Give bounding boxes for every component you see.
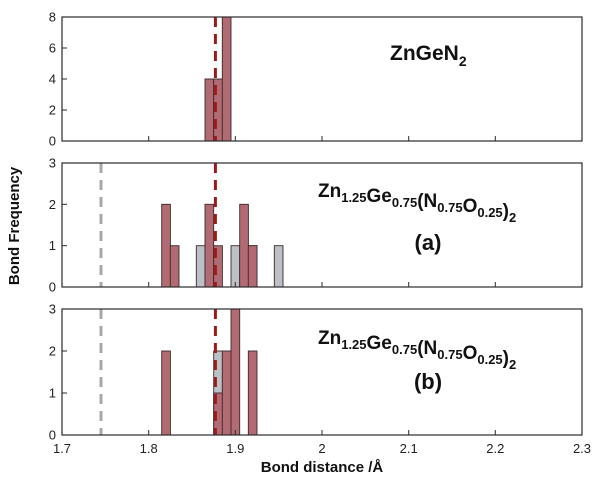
y-tick-label-top-2: 4 xyxy=(49,72,56,87)
panel-frame-top xyxy=(61,16,583,142)
panel-label-b: (b) xyxy=(414,369,442,394)
panel-a: 0 1 2 3 Zn1.25Ge0.75(N0.75O0.25)2 (a) xyxy=(49,156,583,295)
bar-a-secondary-1.86 xyxy=(195,245,206,288)
bar-a-main-1.83 xyxy=(169,245,180,288)
y-tick-label-a-1: 1 xyxy=(49,238,56,253)
x-tick-label-6: 2.3 xyxy=(573,441,591,456)
y-tick-label-b-3: 3 xyxy=(49,302,56,317)
bar-a-main-1.92 xyxy=(247,245,258,288)
panels-layer: 0 2 4 6 8 ZnGeN2 0 1 2 3 Zn1.25Ge0.75(N0.75O0.25)2… xyxy=(49,10,591,457)
panel-label-a: (a) xyxy=(415,230,442,255)
bar-b-main-1.92 xyxy=(247,350,258,436)
y-axis-title: Bond Frequency xyxy=(6,166,23,285)
panel-title-top: ZnGeN2 xyxy=(390,42,467,69)
y-tick-label-a-0: 0 xyxy=(49,280,56,295)
y-tick-label-top-1: 2 xyxy=(49,103,56,118)
bar-b-main-1.9 xyxy=(230,308,241,436)
bar-a-main-1.91 xyxy=(239,203,249,288)
bar-top-main-1.87 xyxy=(204,78,215,142)
panel-title-a: Zn1.25Ge0.75(N0.75O0.25)2 xyxy=(318,181,516,225)
x-tick-label-2: 1.9 xyxy=(226,441,244,456)
bar-top-main-1.89 xyxy=(221,16,232,142)
bar-a-secondary-1.95 xyxy=(273,245,284,288)
x-tick-label-4: 2.1 xyxy=(400,441,418,456)
x-tick-label-1: 1.8 xyxy=(140,441,158,456)
x-axis-title: Bond distance /Å xyxy=(261,459,384,476)
bar-a-main-1.82 xyxy=(161,203,171,288)
panel-top: 0 2 4 6 8 ZnGeN2 xyxy=(49,10,583,149)
x-tick-label-3: 2 xyxy=(318,441,325,456)
panel-b: 1.7 1.8 1.9 2 2.1 2.2 2.3 0 1 2 3 Zn1.25Ge0.75(N0.7… xyxy=(49,302,591,457)
bar-a-main-1.87 xyxy=(204,203,215,288)
panel-title-b: Zn1.25Ge0.75(N0.75O0.25)2 xyxy=(318,328,516,372)
y-tick-label-b-2: 2 xyxy=(49,344,56,359)
y-tick-label-b-0: 0 xyxy=(49,428,56,443)
y-tick-label-top-3: 6 xyxy=(49,41,56,56)
bar-b-main-1.89 xyxy=(221,350,232,436)
x-tick-label-5: 2.2 xyxy=(486,441,504,456)
y-tick-label-b-1: 1 xyxy=(49,386,56,401)
x-tick-label-0: 1.7 xyxy=(53,441,71,456)
y-tick-label-top-0: 0 xyxy=(49,134,56,149)
y-tick-label-a-3: 3 xyxy=(49,156,56,171)
y-tick-label-a-2: 2 xyxy=(49,197,56,212)
y-tick-label-top-4: 8 xyxy=(49,10,56,25)
bar-b-main-1.82 xyxy=(161,350,171,436)
bar-a-secondary-1.9 xyxy=(230,245,241,288)
